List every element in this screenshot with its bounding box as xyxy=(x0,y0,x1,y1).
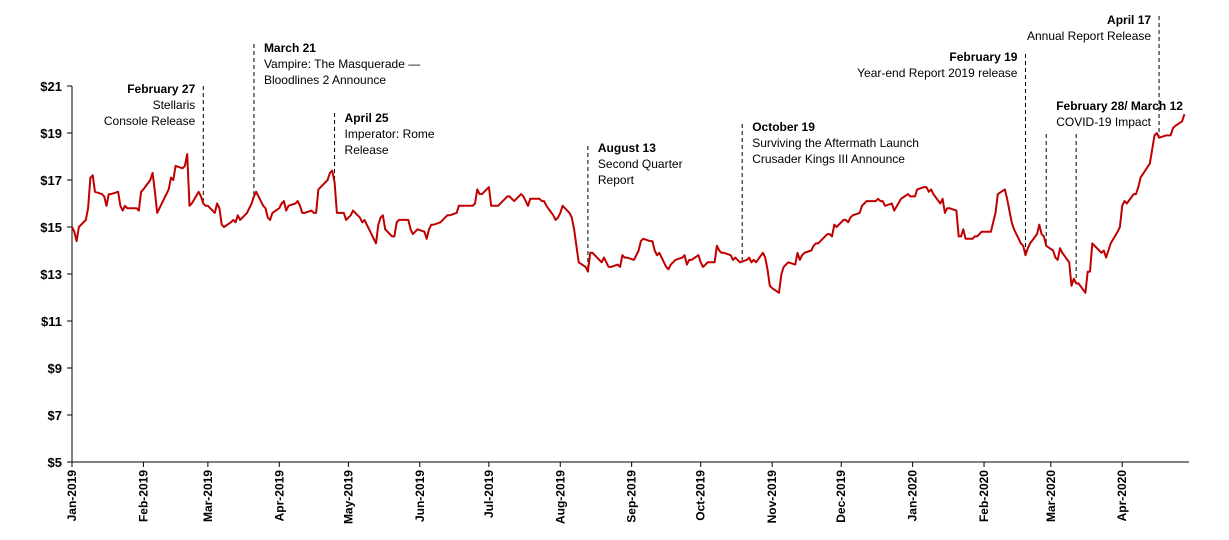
annotation-text: Imperator: Rome xyxy=(345,127,435,141)
annotation-text: Bloodlines 2 Announce xyxy=(264,73,386,87)
annotation-text: Vampire: The Masquerade — xyxy=(264,57,420,71)
x-tick-label: Apr-2019 xyxy=(272,470,286,522)
annotation-text: Surviving the Aftermath Launch xyxy=(752,136,919,150)
annotation-date: April 17 xyxy=(1107,13,1151,27)
y-tick-label: $15 xyxy=(40,220,62,235)
x-tick-label: Apr-2020 xyxy=(1115,470,1129,522)
x-tick-label: Jan-2020 xyxy=(906,470,920,522)
x-tick-label: Aug-2019 xyxy=(553,470,567,524)
y-tick-label: $21 xyxy=(40,79,62,94)
y-tick-label: $5 xyxy=(48,455,62,470)
annotation-date: February 19 xyxy=(949,50,1017,64)
annotation-text: Annual Report Release xyxy=(1027,29,1151,43)
x-tick-label: Feb-2019 xyxy=(136,470,150,522)
annotation-text: Year-end Report 2019 release xyxy=(857,66,1018,80)
x-tick-label: Mar-2020 xyxy=(1044,470,1058,522)
annotation-date: March 21 xyxy=(264,41,316,55)
axes: $5 $7 $9 $11 $13 $15 $17 $19 $21 Jan-2019 Feb-2019… xyxy=(40,79,1189,524)
y-tick-label: $9 xyxy=(48,361,62,376)
x-tick-label: Jul-2019 xyxy=(482,470,496,518)
x-tick-label: Jan-2019 xyxy=(65,470,79,522)
annotation-date: February 27 xyxy=(127,82,195,96)
x-tick-label: Nov-2019 xyxy=(765,470,779,524)
price-series xyxy=(71,113,1186,294)
x-tick-label: Dec-2019 xyxy=(834,470,848,523)
annotation-date: February 28/ March 12 xyxy=(1056,99,1183,113)
x-tick-label: Feb-2020 xyxy=(977,470,991,522)
annotation-text: Release xyxy=(345,143,389,157)
annotation-date: October 19 xyxy=(752,120,815,134)
annotation-text: COVID-19 Impact xyxy=(1056,115,1151,129)
x-tick-label: Mar-2019 xyxy=(201,470,215,522)
annotation-text: Second Quarter xyxy=(598,157,683,171)
y-tick-label: $19 xyxy=(40,126,62,141)
y-tick-label: $11 xyxy=(41,314,62,329)
x-tick-label: Sep-2019 xyxy=(625,470,639,523)
annotation-text: Crusader Kings III Announce xyxy=(752,152,905,166)
x-tick-label: Oct-2019 xyxy=(694,470,708,521)
annotation-date: August 13 xyxy=(598,141,656,155)
x-tick-label: May-2019 xyxy=(341,470,355,524)
price-line xyxy=(71,113,1186,294)
y-tick-label: $17 xyxy=(40,173,62,188)
annotation-text: Stellaris xyxy=(153,98,196,112)
y-tick-label: $7 xyxy=(48,408,62,423)
annotation-date: April 25 xyxy=(345,111,389,125)
event-annotations: February 27 Stellaris Console Release March… xyxy=(104,13,1183,282)
y-tick-label: $13 xyxy=(40,267,62,282)
annotation-text: Report xyxy=(598,173,635,187)
annotation-text: Console Release xyxy=(104,114,196,128)
x-tick-label: Jun-2019 xyxy=(413,470,427,522)
